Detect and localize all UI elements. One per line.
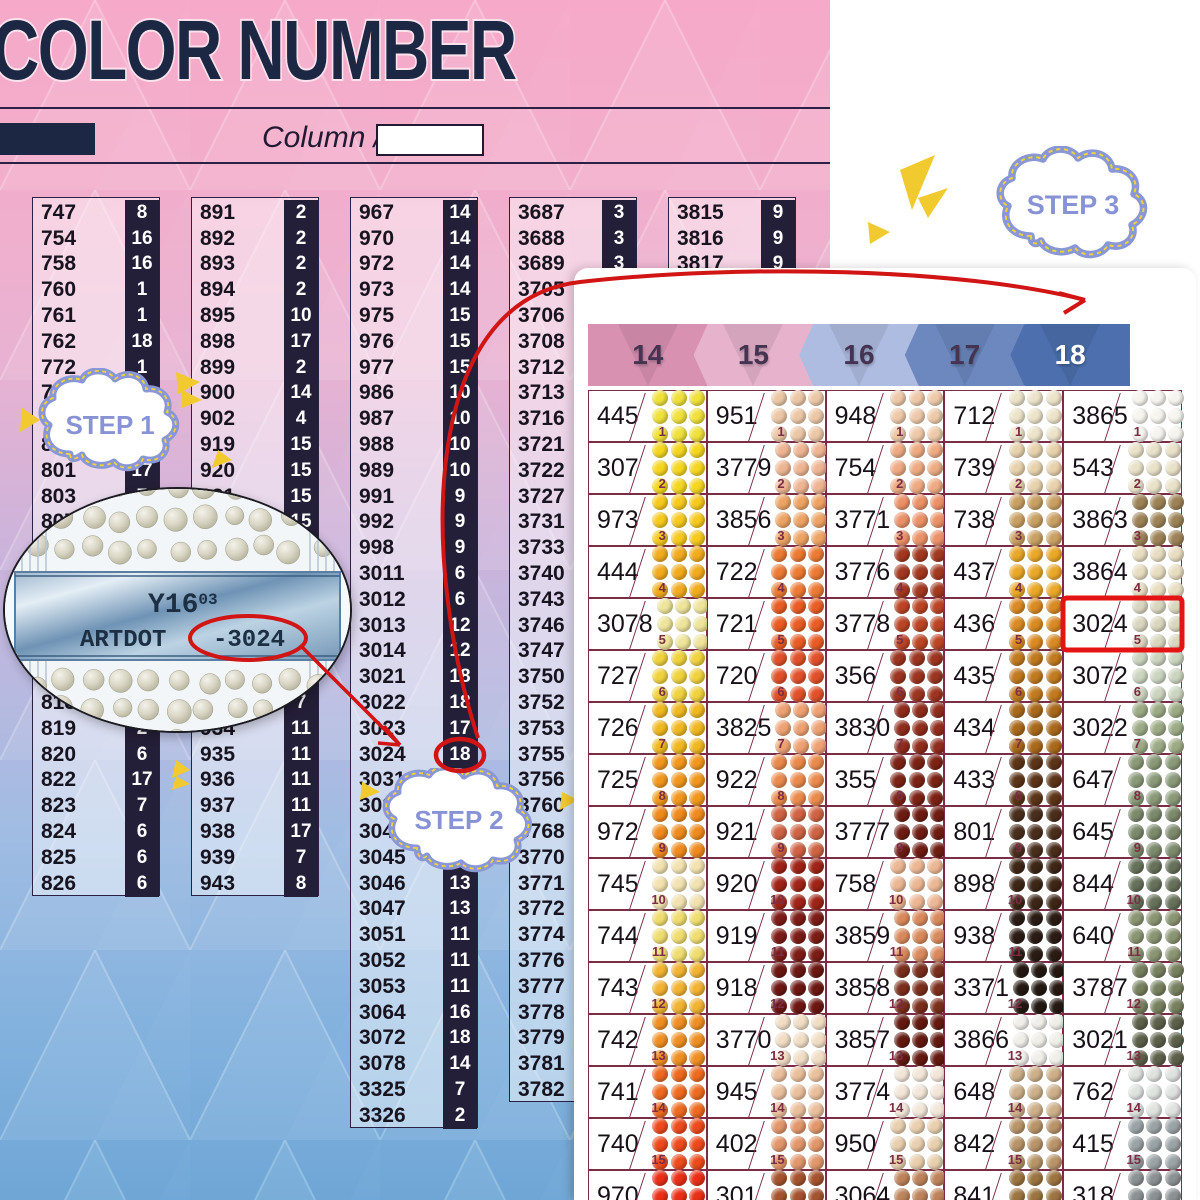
svg-text:STEP 1: STEP 1	[65, 410, 154, 440]
svg-text:STEP 2: STEP 2	[414, 805, 503, 835]
svg-text:STEP 3: STEP 3	[1027, 190, 1120, 220]
svg-text:ARTDOT: ARTDOT	[80, 627, 166, 654]
svg-text:-3024: -3024	[213, 627, 285, 654]
